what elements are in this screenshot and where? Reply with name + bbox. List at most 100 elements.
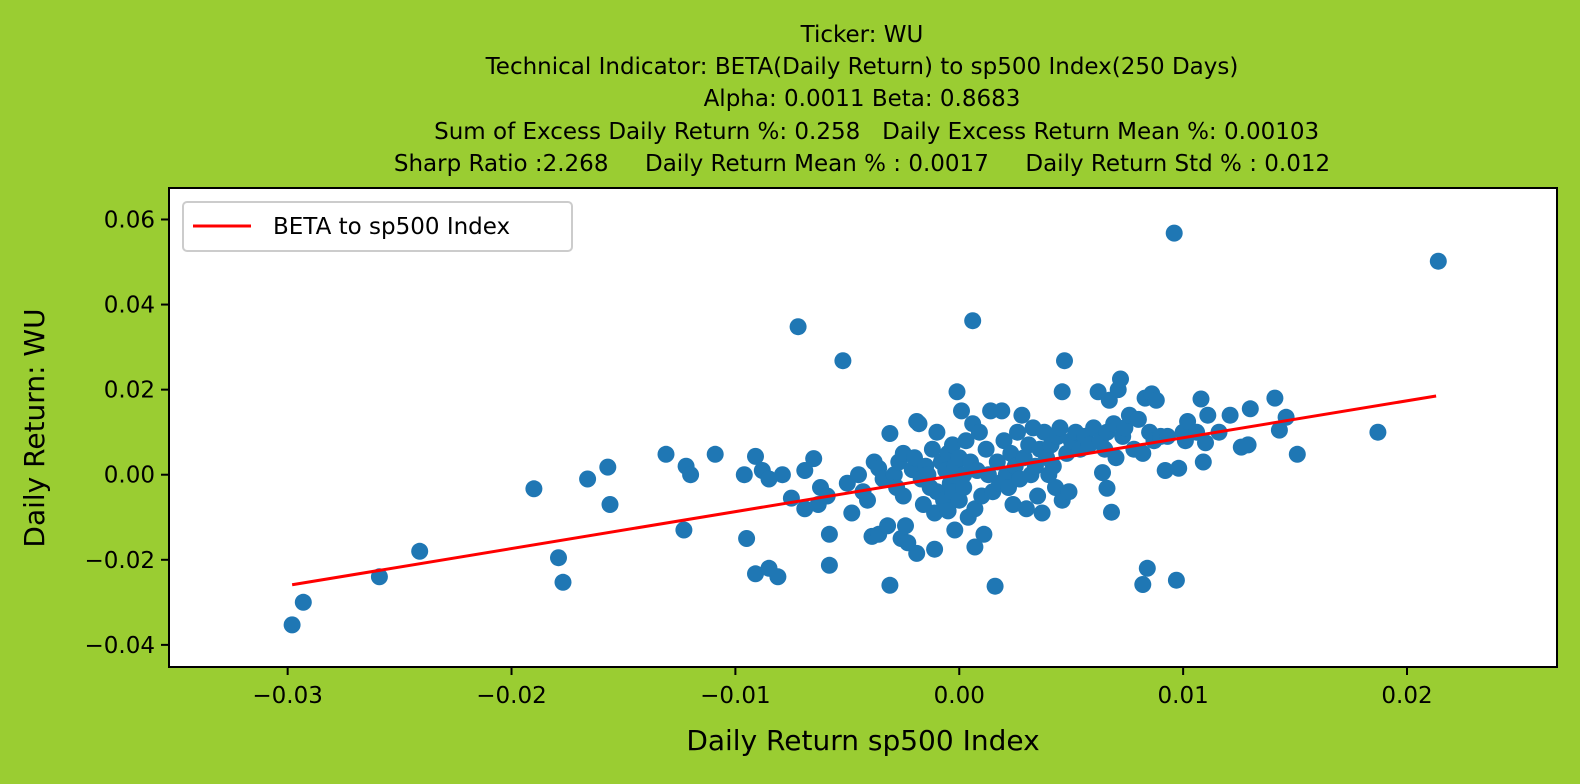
data-point bbox=[283, 616, 301, 634]
data-point bbox=[970, 423, 988, 441]
data-point bbox=[550, 549, 567, 567]
data-point bbox=[796, 500, 814, 518]
data-point bbox=[1194, 453, 1212, 471]
data-point bbox=[881, 425, 899, 442]
data-point bbox=[1197, 434, 1214, 452]
data-point bbox=[1199, 406, 1217, 424]
data-point bbox=[657, 445, 675, 463]
data-point bbox=[834, 352, 852, 370]
data-point bbox=[908, 544, 926, 562]
legend: BETA to sp500 Index bbox=[182, 201, 573, 252]
chart-title: Ticker: WU Technical Indicator: BETA(Dai… bbox=[394, 22, 1330, 177]
y-axis-ticks: −0.04 −0.02 0.00 0.02 0.04 0.06 bbox=[85, 207, 169, 659]
y-tick-label: 0.02 bbox=[104, 378, 155, 404]
data-point bbox=[953, 402, 970, 420]
data-point bbox=[1017, 500, 1035, 518]
data-point bbox=[554, 573, 572, 591]
data-point bbox=[1429, 252, 1447, 270]
data-point bbox=[1098, 479, 1116, 497]
title-line-3: Alpha: 0.0011 Beta: 0.8683 bbox=[704, 86, 1021, 112]
data-point bbox=[760, 470, 778, 488]
data-point bbox=[747, 447, 764, 465]
data-point bbox=[986, 577, 1004, 595]
x-tick-label: 0.01 bbox=[1158, 683, 1209, 709]
data-point bbox=[1266, 389, 1284, 407]
data-point bbox=[599, 458, 617, 476]
data-point bbox=[1369, 423, 1387, 441]
y-axis-label: Daily Return: WU bbox=[18, 308, 51, 547]
data-point bbox=[1002, 444, 1020, 462]
legend-entry-label: BETA to sp500 Index bbox=[273, 214, 510, 240]
x-tick-label: 0.02 bbox=[1381, 683, 1432, 709]
data-point bbox=[1013, 406, 1031, 424]
data-point bbox=[1029, 487, 1047, 505]
title-line-4: Sum of Excess Daily Return %: 0.258 Dail… bbox=[405, 119, 1319, 145]
data-point bbox=[948, 383, 966, 401]
data-point bbox=[1044, 457, 1062, 475]
data-point bbox=[926, 540, 944, 558]
data-point bbox=[1221, 406, 1239, 424]
y-tick-label: −0.02 bbox=[85, 548, 155, 574]
data-point bbox=[1009, 423, 1026, 441]
title-line-1: Ticker: WU bbox=[800, 22, 924, 48]
data-point bbox=[881, 576, 899, 594]
data-point bbox=[820, 525, 838, 543]
data-point bbox=[1035, 423, 1053, 441]
legend-box bbox=[182, 201, 573, 252]
data-point bbox=[1053, 383, 1071, 401]
data-point bbox=[843, 504, 861, 522]
data-point bbox=[966, 500, 984, 518]
x-axis-ticks: −0.03 −0.02 −0.01 0.00 0.01 0.02 bbox=[252, 667, 1433, 709]
data-point bbox=[894, 487, 912, 505]
data-point bbox=[926, 504, 944, 522]
data-point bbox=[675, 521, 693, 539]
data-point bbox=[957, 432, 975, 450]
data-point bbox=[1047, 479, 1064, 496]
data-point bbox=[769, 568, 787, 586]
data-point bbox=[897, 517, 914, 535]
data-point bbox=[1288, 445, 1306, 463]
data-point bbox=[1170, 459, 1188, 477]
data-point bbox=[773, 466, 791, 484]
data-point bbox=[601, 496, 619, 513]
data-point bbox=[1270, 421, 1288, 439]
data-point bbox=[1147, 391, 1165, 409]
data-point bbox=[411, 542, 429, 560]
data-point bbox=[747, 565, 764, 583]
data-point bbox=[805, 450, 823, 468]
data-point bbox=[1103, 503, 1120, 521]
data-point bbox=[682, 466, 700, 484]
data-point bbox=[1056, 352, 1073, 370]
regression-line-group bbox=[291, 394, 1437, 587]
x-axis-label: Daily Return sp500 Index bbox=[686, 724, 1039, 757]
data-point bbox=[820, 556, 838, 574]
data-point bbox=[1134, 576, 1152, 593]
y-tick-label: −0.04 bbox=[85, 633, 155, 659]
data-point bbox=[1060, 483, 1078, 501]
data-point bbox=[939, 502, 957, 520]
data-point bbox=[1241, 400, 1259, 418]
data-point bbox=[859, 491, 876, 509]
data-point bbox=[977, 440, 995, 458]
data-point bbox=[1033, 504, 1051, 522]
data-point bbox=[294, 593, 312, 611]
data-point bbox=[850, 466, 867, 484]
data-point bbox=[966, 538, 984, 556]
regression-line bbox=[291, 394, 1437, 587]
data-point bbox=[1156, 462, 1174, 479]
data-point bbox=[1192, 390, 1210, 408]
y-tick-label: 0.04 bbox=[104, 293, 155, 319]
data-point bbox=[1094, 464, 1111, 482]
plot-area bbox=[169, 188, 1557, 667]
data-point bbox=[995, 432, 1013, 450]
x-tick-label: −0.02 bbox=[476, 683, 546, 709]
y-tick-label: 0.06 bbox=[104, 207, 155, 233]
x-tick-label: −0.03 bbox=[252, 683, 322, 709]
title-line-2: Technical Indicator: BETA(Daily Return) … bbox=[485, 54, 1239, 80]
data-point bbox=[738, 530, 756, 547]
data-point bbox=[879, 517, 897, 535]
data-point bbox=[525, 480, 543, 498]
data-point bbox=[1239, 436, 1257, 454]
data-point bbox=[789, 318, 807, 336]
